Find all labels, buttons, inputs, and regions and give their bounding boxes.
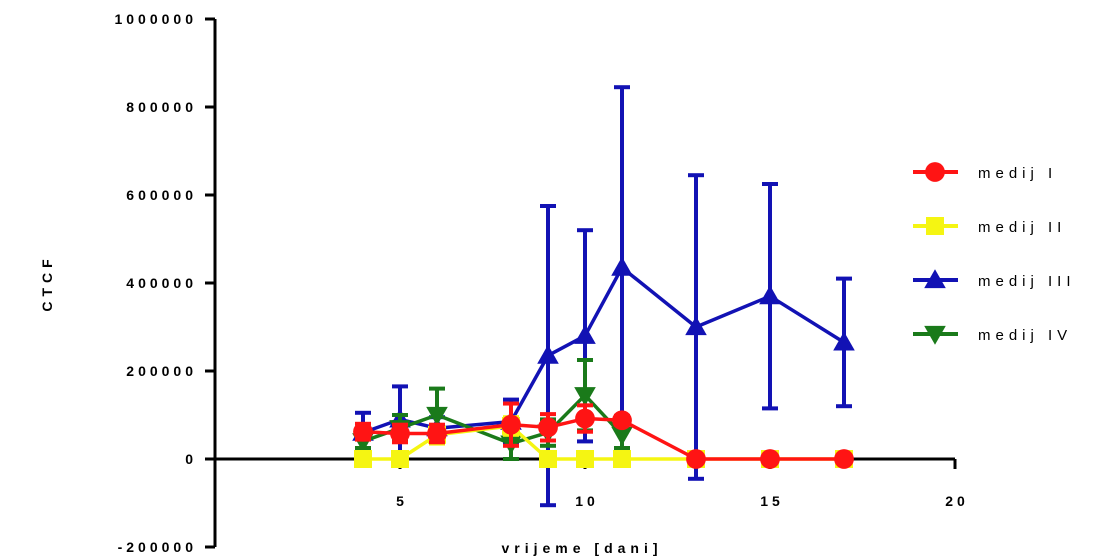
- legend-item: medij II: [913, 217, 1066, 236]
- data-point: [391, 450, 409, 468]
- y-tick-label: 600000: [126, 187, 197, 203]
- y-tick-label: 400000: [126, 275, 197, 291]
- data-point: [760, 449, 780, 469]
- data-point: [354, 450, 372, 468]
- y-tick-label: 0: [185, 451, 197, 467]
- series-medij-I: [353, 401, 854, 469]
- x-tick-label: 15: [760, 493, 784, 509]
- x-tick-label: 5: [396, 493, 408, 509]
- series-line: [362, 416, 844, 461]
- data-point: [538, 417, 558, 438]
- y-tick-label: 200000: [126, 363, 197, 379]
- x-tick-label: 20: [945, 493, 969, 509]
- legend-swatch-marker: [926, 217, 944, 235]
- y-tick-label: -200000: [118, 539, 197, 555]
- data-point: [833, 331, 855, 351]
- data-point: [611, 256, 633, 276]
- legend-label: medij II: [978, 219, 1066, 236]
- data-point: [834, 449, 854, 469]
- legend-swatch-marker: [924, 269, 946, 289]
- legend-item: medij I: [913, 162, 1057, 182]
- y-axis-title: CTCF: [39, 254, 55, 311]
- data-point: [685, 316, 707, 336]
- data-point: [390, 423, 410, 444]
- data-point: [612, 410, 632, 431]
- data-point: [611, 426, 633, 446]
- data-point: [686, 449, 706, 469]
- x-tick-label: 10: [575, 493, 599, 509]
- x-axis-title: vrijeme [dani]: [501, 540, 662, 556]
- data-point: [574, 325, 596, 344]
- y-tick-label: 800000: [126, 99, 197, 115]
- data-point: [539, 450, 557, 468]
- series-layer: [352, 85, 855, 508]
- data-point: [353, 421, 373, 442]
- legend: medij I medij II medij III medij IV: [913, 162, 1076, 345]
- series-line: [362, 265, 845, 435]
- data-point: [426, 406, 448, 426]
- legend-item: medij IV: [913, 325, 1072, 345]
- data-point: [574, 387, 596, 406]
- data-point: [759, 285, 781, 305]
- data-point: [576, 450, 594, 468]
- legend-label: medij IV: [978, 327, 1072, 344]
- data-point: [537, 344, 559, 364]
- legend-swatch-marker: [925, 162, 945, 182]
- legend-label: medij III: [978, 273, 1076, 290]
- legend-item: medij III: [913, 269, 1076, 290]
- axes: -200000 0 200000 400000 600000 800000 1000000 5…: [114, 11, 969, 555]
- legend-swatch-marker: [924, 325, 946, 345]
- data-point: [613, 450, 631, 468]
- data-point: [427, 423, 447, 444]
- data-point: [501, 414, 521, 435]
- y-tick-label: 1000000: [114, 11, 197, 27]
- legend-label: medij I: [978, 165, 1057, 182]
- data-point: [575, 408, 595, 429]
